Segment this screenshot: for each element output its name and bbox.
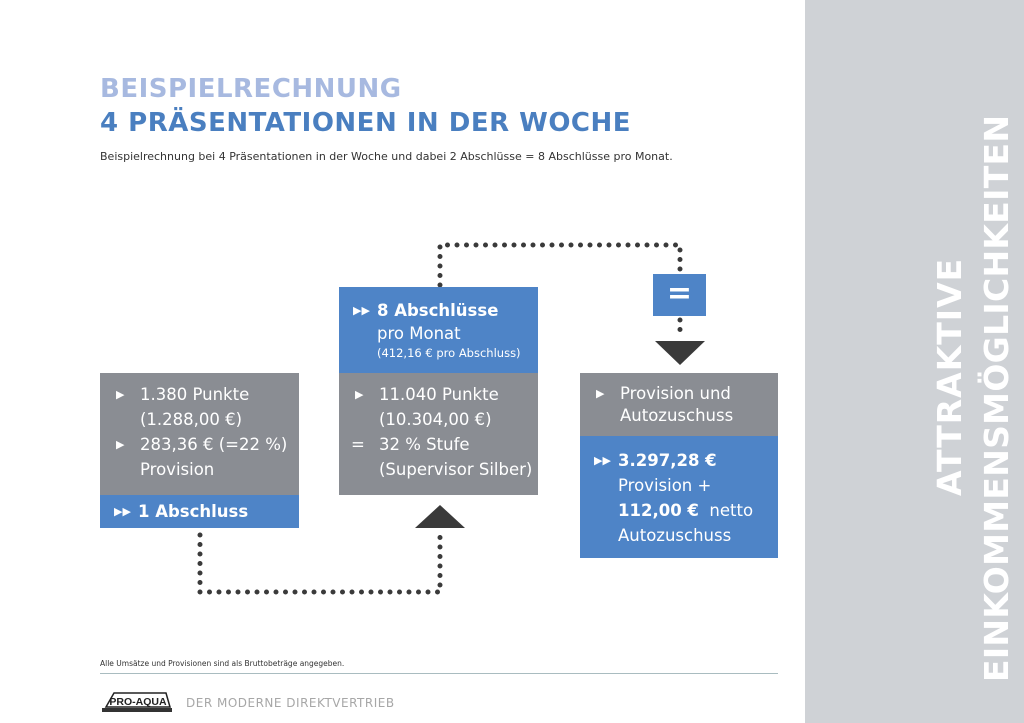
deal-count: 1 Abschluss: [138, 502, 249, 521]
arrow-down-icon: [655, 341, 705, 365]
page-subtitle: Beispielrechnung bei 4 Präsentationen in…: [100, 150, 673, 163]
flow-connectors: [197, 242, 705, 595]
middle-box-header: ▶▶ 8 Abschlüsse pro Monat (412,16 € pro A…: [339, 287, 538, 373]
footer-divider: [100, 673, 778, 674]
equals-sign: =: [351, 435, 365, 454]
points-text: 1.380 Punkte: [140, 385, 250, 404]
left-box-details: ▶ 1.380 Punkte (1.288,00 €) ▶ 283,36 € (=2…: [100, 373, 299, 495]
right-box-result: ▶▶ 3.297,28 € Provision + 112,00 € netto …: [580, 436, 778, 558]
monthly-deals: 8 Abschlüsse: [377, 301, 499, 320]
level-text: 32 % Stufe: [379, 435, 470, 454]
result-heading-2: Autozuschuss: [620, 406, 734, 425]
right-box-header: ▶ Provision und Autozuschuss: [580, 373, 778, 436]
provision-label: Provision: [140, 460, 215, 479]
double-triangle-right-icon: ▶▶: [353, 304, 370, 317]
sidebar-panel: ATTRAKTIVE EINKOMMENSMÖGLICHKEITEN: [805, 0, 1024, 723]
sidebar-title-line2: EINKOMMENSMÖGLICHKEITEN: [977, 114, 1016, 682]
page-title-line2: 4 PRÄSENTATIONEN IN DER WOCHE: [100, 108, 632, 138]
provision-plus-label: Provision +: [618, 476, 712, 495]
car-allowance-label: Autozuschuss: [618, 526, 732, 545]
left-box-footer: ▶▶ 1 Abschluss: [100, 495, 299, 528]
points-value: (1.288,00 €): [140, 410, 243, 429]
sidebar-title-line1: ATTRAKTIVE: [930, 257, 969, 496]
per-month-label: pro Monat: [377, 324, 461, 343]
equals-box: =: [653, 274, 706, 316]
triangle-right-icon: ▶: [116, 438, 125, 451]
footnote: Alle Umsätze und Provisionen sind als Br…: [100, 659, 345, 668]
double-triangle-right-icon: ▶▶: [594, 454, 611, 467]
result-heading: Provision und: [620, 384, 731, 403]
points-text: 11.040 Punkte: [379, 385, 499, 404]
total-provision: 3.297,28 €: [618, 451, 717, 470]
dotted-connector-top: [437, 242, 683, 288]
svg-text:PRO-AQUA: PRO-AQUA: [109, 696, 167, 708]
middle-box-details: ▶ 11.040 Punkte (10.304,00 €) = 32 % Stufe…: [339, 373, 538, 495]
double-triangle-right-icon: ▶▶: [114, 505, 131, 518]
points-value: (10.304,00 €): [379, 410, 492, 429]
triangle-right-icon: ▶: [355, 388, 364, 401]
page-title-line1: BEISPIELRECHNUNG: [100, 74, 402, 104]
triangle-right-icon: ▶: [116, 388, 125, 401]
tagline: DER MODERNE DIREKTVERTRIEB: [186, 696, 395, 710]
net-label: netto: [709, 501, 754, 520]
car-allowance-value: 112,00 €: [618, 501, 699, 520]
provision-value: 283,36 € (=22 %): [140, 435, 288, 454]
pro-aqua-logo: PRO-AQUA: [100, 691, 172, 713]
dotted-connector-bottom: [197, 529, 443, 595]
triangle-right-icon: ▶: [596, 387, 605, 400]
level-name: (Supervisor Silber): [379, 460, 533, 479]
arrow-up-icon: [415, 505, 465, 528]
per-deal-value: (412,16 € pro Abschluss): [377, 346, 521, 360]
